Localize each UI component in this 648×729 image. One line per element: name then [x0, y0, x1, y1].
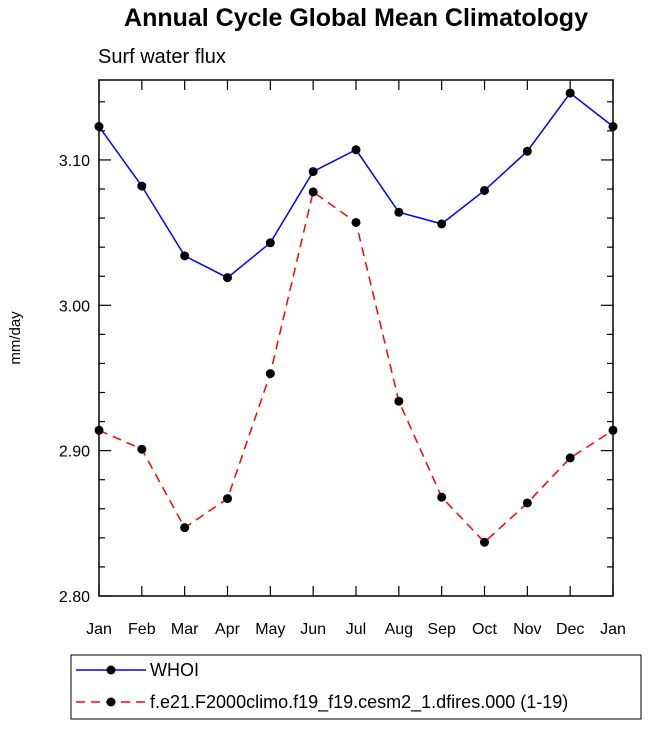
data-point: [394, 396, 404, 406]
data-point: [308, 187, 318, 197]
data-point: [137, 181, 147, 191]
legend-marker-0: [106, 665, 116, 675]
data-point: [308, 167, 318, 177]
axis-ticks: [98, 80, 614, 597]
y-tick-label: 2.90: [59, 444, 90, 461]
plot-frame: [98, 79, 614, 597]
data-point: [565, 88, 575, 98]
data-point: [180, 251, 190, 261]
data-point: [180, 523, 190, 533]
data-point: [522, 498, 532, 508]
legend-label-1: f.e21.F2000climo.f19_f19.cesm2_1.dfires.…: [150, 692, 568, 713]
data-point: [223, 273, 232, 283]
data-point: [394, 207, 404, 217]
x-tick-label: Nov: [513, 621, 541, 638]
y-tick-label: 2.80: [59, 589, 90, 606]
series-layer: [94, 88, 618, 547]
data-point: [265, 238, 275, 248]
series-line-1: [98, 190, 614, 544]
x-tick-label: Jan: [600, 621, 626, 638]
data-point: [480, 185, 489, 195]
data-point: [94, 122, 104, 132]
x-tick-label: Feb: [128, 621, 156, 638]
x-tick-label: Jun: [300, 621, 326, 638]
chart-subtitle: Surf water flux: [98, 46, 226, 68]
data-point: [522, 146, 532, 156]
data-point: [351, 145, 361, 155]
x-tick-label: Mar: [171, 621, 199, 638]
data-point: [608, 122, 618, 132]
x-tick-label: Dec: [556, 621, 584, 638]
y-axis-label: mm/day: [7, 311, 24, 365]
x-tick-label: Sep: [427, 621, 456, 638]
x-tick-label: Aug: [385, 621, 413, 638]
data-point: [437, 492, 447, 502]
y-tick-labels: 2.80 2.90 3.00 3.10: [59, 153, 90, 606]
series-line-0: [98, 92, 614, 279]
data-point: [480, 537, 489, 547]
data-point: [565, 453, 575, 463]
data-point: [608, 425, 618, 435]
legend-marker-1: [106, 697, 116, 707]
y-tick-label: 3.10: [59, 153, 90, 170]
data-point: [351, 217, 361, 227]
data-point: [94, 425, 104, 435]
legend: WHOI f.e21.F2000climo.f19_f19.cesm2_1.dfi…: [76, 660, 568, 713]
x-tick-label: May: [255, 621, 285, 638]
data-point: [265, 369, 275, 379]
x-tick-label: Jan: [86, 621, 112, 638]
x-tick-labels: Jan Feb Mar Apr May Jun Jul Aug Sep Oct Nov Dec Jan: [86, 621, 626, 638]
x-tick-label: Oct: [472, 621, 497, 638]
data-point: [223, 494, 232, 504]
data-point: [137, 444, 147, 454]
x-tick-label: Apr: [215, 621, 241, 638]
x-tick-label: Jul: [346, 621, 366, 638]
y-tick-label: 3.00: [59, 298, 90, 315]
legend-box: [70, 654, 642, 720]
legend-label-0: WHOI: [150, 660, 199, 680]
data-point: [437, 219, 447, 229]
chart-title: Annual Cycle Global Mean Climatology: [124, 4, 588, 32]
